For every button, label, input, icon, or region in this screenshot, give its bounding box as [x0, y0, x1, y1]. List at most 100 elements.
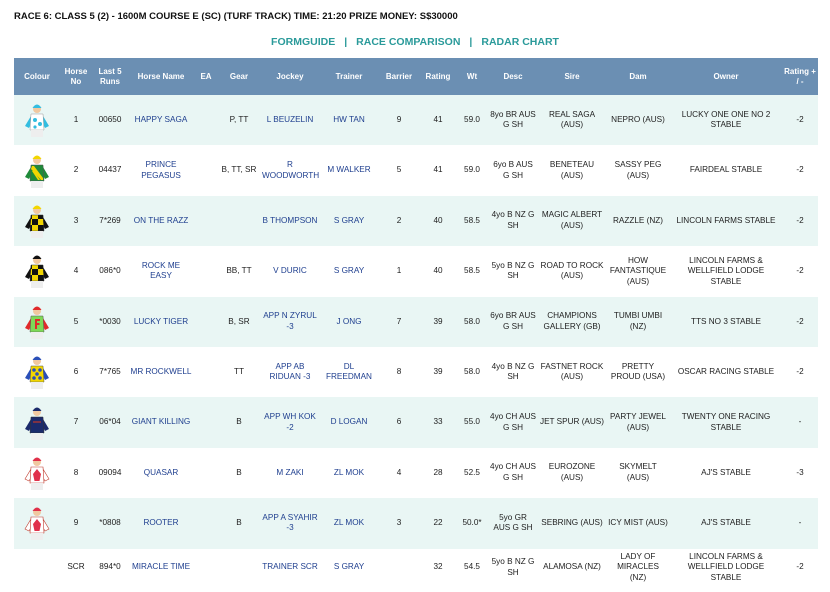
horse-name-link[interactable]: ROOTER	[143, 518, 179, 528]
ea	[194, 297, 218, 347]
trainer-link[interactable]: DL FREEDMAN	[326, 361, 372, 382]
horse-no: 5	[73, 316, 79, 326]
race-comparison-link[interactable]: RACE COMPARISON	[356, 36, 461, 48]
jockey-link[interactable]: APP N ZYRUL -3	[263, 311, 317, 331]
sire: EUROZONE (AUS)	[548, 462, 596, 482]
silk-cell	[14, 549, 60, 587]
jockey-link[interactable]: APP WH KOK -2	[264, 412, 316, 432]
jockey-link[interactable]: APP A SYAHIR -3	[262, 512, 318, 533]
silk-cell	[14, 397, 60, 447]
horse-name-link[interactable]: LUCKY TIGER	[133, 316, 189, 326]
last5-runs: 06*04	[99, 417, 121, 427]
description: 6yo B AUS G SH	[493, 160, 533, 180]
table-row: SCR 894*0 MIRACLE TIME TRAINER SCR S GRA…	[14, 548, 818, 587]
horse-name-link[interactable]: MR ROCKWELL	[130, 366, 192, 376]
trainer-link[interactable]: D LOGAN	[330, 417, 368, 427]
description: 4yo B NZ G SH	[491, 210, 535, 230]
trainer-link[interactable]: M WALKER	[327, 165, 371, 175]
silk-cell	[14, 297, 60, 347]
formguide-link[interactable]: FORMGUIDE	[271, 36, 336, 48]
trainer-link[interactable]: S GRAY	[333, 562, 365, 572]
rating-change: -2	[796, 266, 804, 276]
silk-cell	[14, 246, 60, 296]
horse-no: 3	[73, 215, 79, 225]
horse-name-link[interactable]: PRINCE PEGASUS	[141, 160, 181, 180]
owner: FAIRDEAL STABLE	[689, 165, 763, 175]
header-barrier: Barrier	[378, 58, 420, 95]
weight: 58.0	[464, 316, 480, 326]
trainer-link[interactable]: S GRAY	[333, 266, 365, 276]
jockey-link[interactable]: APP AB RIDUAN -3	[269, 361, 311, 382]
silk-cell	[14, 448, 60, 498]
horse-name-link[interactable]: ROCK ME EASY	[141, 260, 181, 281]
trainer-link[interactable]: S GRAY	[333, 215, 365, 225]
horse-name-link[interactable]: QUASAR	[143, 467, 179, 477]
jockey-link[interactable]: V DURIC	[273, 266, 307, 276]
owner: LINCOLN FARMS STABLE	[676, 215, 776, 225]
barrier: 2	[396, 215, 402, 225]
header-colour: Colour	[14, 58, 60, 95]
jockey-link[interactable]: R WOODWORTH	[262, 160, 320, 180]
ea	[194, 498, 218, 548]
last5-runs: 086*0	[99, 266, 121, 276]
header-desc: Desc	[488, 58, 538, 95]
jockey-link[interactable]: TRAINER SCR	[262, 562, 318, 572]
weight: 52.5	[464, 467, 480, 477]
header-sire: Sire	[538, 58, 606, 95]
rating-change: -2	[796, 114, 804, 124]
jockey-link[interactable]: L BEUZELIN	[266, 114, 314, 124]
sire: REAL SAGA (AUS)	[548, 109, 596, 130]
dam: ICY MIST (AUS)	[608, 518, 668, 528]
last5-runs: 00650	[98, 114, 122, 124]
table-row: 5 *0030 LUCKY TIGER B, SR APP N ZYRUL -3…	[14, 296, 818, 347]
jockey-link[interactable]: B THOMPSON	[262, 215, 318, 225]
radar-chart-link[interactable]: RADAR CHART	[481, 36, 559, 48]
last5-runs: *0030	[99, 316, 121, 326]
ea	[194, 196, 218, 246]
dam: SASSY PEG (AUS)	[614, 160, 662, 180]
barrier: 1	[396, 266, 402, 276]
trainer-link[interactable]: HW TAN	[333, 114, 365, 124]
gear	[218, 196, 260, 246]
race-title: RACE 6: CLASS 5 (2) - 1600M COURSE E (SC…	[14, 11, 458, 22]
sire: CHAMPIONS GALLERY (GB)	[543, 311, 601, 331]
trainer-link[interactable]: J ONG	[336, 316, 362, 326]
table-header-row: Colour Horse No Last 5 Runs Horse Name E…	[14, 58, 818, 95]
ea	[194, 549, 218, 587]
barrier: 8	[396, 366, 402, 376]
header-ea: EA	[194, 58, 218, 95]
sire: ALAMOSA (NZ)	[543, 562, 601, 572]
table-row: 6 7*765 MR ROCKWELL TT APP AB RIDUAN -3 …	[14, 346, 818, 398]
barrier	[378, 549, 420, 587]
silk-white-red-icon	[24, 457, 50, 490]
trainer-link[interactable]: ZL MOK	[333, 467, 365, 477]
horse-name-link[interactable]: GIANT KILLING	[131, 417, 191, 427]
table-row: 2 04437 PRINCE PEGASUS B, TT, SR R WOODW…	[14, 145, 818, 196]
gear: TT	[233, 366, 244, 376]
rating-change: -2	[796, 366, 804, 376]
silk-cell	[14, 95, 60, 145]
rating-change: -	[798, 518, 802, 528]
horse-name-link[interactable]: MIRACLE TIME	[131, 562, 191, 572]
rating: 41	[433, 165, 443, 175]
rating: 28	[433, 467, 443, 477]
horse-no: 8	[73, 467, 79, 477]
horse-name-link[interactable]: ON THE RAZZ	[133, 215, 189, 225]
rating-change: -3	[796, 467, 804, 477]
sire: FASTNET ROCK (AUS)	[540, 361, 604, 382]
horse-name-link[interactable]: HAPPY SAGA	[134, 114, 188, 124]
owner: AJ'S STABLE	[701, 518, 751, 528]
barrier: 5	[396, 165, 402, 175]
rating-change: -2	[796, 562, 804, 572]
rating: 39	[433, 316, 443, 326]
rating: 40	[433, 215, 443, 225]
barrier: 3	[396, 518, 402, 528]
silk-cell	[14, 145, 60, 195]
dam: SKYMELT (AUS)	[619, 462, 657, 482]
weight: 58.5	[464, 215, 480, 225]
silk-navy-icon	[25, 407, 49, 440]
trainer-link[interactable]: ZL MOK	[333, 518, 365, 528]
owner: TWENTY ONE RACING STABLE	[681, 412, 771, 432]
dam: HOW FANTASTIQUE (AUS)	[609, 255, 667, 286]
jockey-link[interactable]: M ZAKI	[276, 467, 304, 477]
